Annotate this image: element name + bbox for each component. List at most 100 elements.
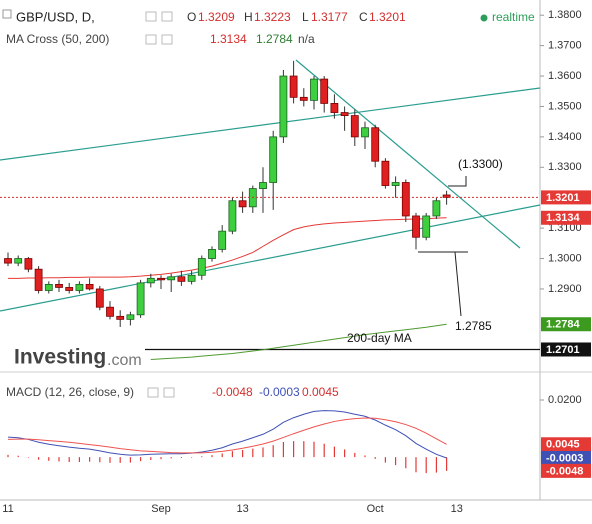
- annotation: 200-day MA: [347, 331, 412, 345]
- histogram-bar: [150, 457, 152, 460]
- candle-body: [289, 75, 298, 98]
- histogram-bar: [405, 457, 407, 469]
- candle-body: [75, 283, 84, 291]
- histogram-bar: [48, 457, 50, 461]
- histogram-bar: [282, 442, 284, 458]
- x-tick-label: 13: [451, 503, 463, 515]
- candle-body: [422, 215, 431, 238]
- candle-body: [361, 127, 369, 138]
- ohlc-value: 1.3209: [198, 10, 235, 24]
- ohlc-value: 1.3201: [369, 10, 406, 24]
- y-tick-label: 1.3300: [548, 161, 582, 173]
- histogram-bar: [89, 457, 91, 462]
- visibility-icon[interactable]: [147, 387, 159, 398]
- candle-body: [391, 182, 400, 186]
- price-tag: [541, 317, 591, 332]
- annotation: (1.3300): [458, 157, 503, 171]
- candle-body: [381, 160, 390, 186]
- candle-body: [167, 276, 176, 281]
- candle-body: [14, 258, 23, 264]
- settings-icon[interactable]: [163, 387, 175, 398]
- settings-icon[interactable]: [161, 11, 173, 22]
- histogram-bar: [242, 450, 244, 458]
- candle-body: [432, 200, 441, 217]
- candle-body: [136, 282, 145, 316]
- price-tag-label: 1.2701: [546, 344, 580, 356]
- candle-body: [238, 200, 247, 208]
- candle-body: [55, 283, 63, 288]
- candle-body: [279, 75, 288, 138]
- candle-body: [146, 277, 155, 284]
- candle-body: [442, 194, 451, 198]
- y-tick-label: 1.3600: [548, 70, 582, 82]
- histogram-bar: [221, 453, 223, 458]
- visibility-icon[interactable]: [145, 34, 157, 45]
- indicator-value: 1.3134: [210, 32, 247, 46]
- histogram-bar: [333, 446, 335, 458]
- moving-average: [8, 217, 447, 279]
- histogram-bar: [425, 457, 427, 474]
- status: realtime: [492, 10, 535, 24]
- histogram-bar: [323, 443, 325, 458]
- candle-body: [299, 96, 308, 101]
- histogram-bar: [17, 455, 19, 458]
- y-tick-label: 1.3400: [548, 131, 582, 143]
- logo: .com: [107, 352, 142, 369]
- candle-body: [320, 78, 329, 104]
- candle-body: [197, 258, 206, 276]
- histogram-bar: [27, 457, 29, 458]
- price-tag-label: -0.0048: [546, 465, 583, 477]
- trendline: [295, 59, 521, 249]
- candle-body: [24, 258, 33, 270]
- candle-body: [95, 288, 104, 308]
- histogram-bar: [7, 454, 9, 458]
- histogram-bar: [303, 441, 305, 458]
- price-tag-label: 1.3134: [546, 212, 581, 224]
- y-tick-label: 0.0200: [548, 394, 582, 406]
- histogram-bar: [201, 456, 203, 458]
- trendline: [0, 204, 541, 312]
- histogram-bar: [231, 451, 233, 458]
- histogram-bar: [435, 457, 437, 473]
- annotation: 1.2785: [455, 319, 492, 333]
- y-tick-label: 1.2900: [548, 283, 582, 295]
- histogram-bar: [446, 457, 448, 471]
- candle-body: [116, 315, 125, 320]
- ohlc-value: 1.3223: [254, 10, 291, 24]
- histogram-bar: [78, 457, 80, 462]
- symbol: GBP/USD, D,: [16, 9, 95, 24]
- indicator-title: MACD (12, 26, close, 9): [6, 385, 134, 399]
- price-tag: [541, 463, 591, 478]
- y-tick-label: 1.3800: [548, 9, 582, 21]
- histogram-bar: [415, 457, 417, 473]
- y-tick-label: 1.3100: [548, 222, 582, 234]
- candle-body: [259, 182, 267, 189]
- settings-icon[interactable]: [161, 34, 173, 45]
- indicator-title: MA Cross (50, 200): [6, 32, 109, 46]
- candle-body: [157, 277, 165, 281]
- histogram-bar: [170, 457, 172, 459]
- histogram-bar: [129, 457, 131, 463]
- ohlc-label: L: [302, 10, 309, 24]
- candle-body: [208, 249, 216, 259]
- collapse-icon[interactable]: [2, 9, 12, 19]
- candle-body: [177, 276, 186, 282]
- histogram-bar: [384, 457, 386, 463]
- histogram-bar: [38, 457, 40, 460]
- trendline: [0, 87, 541, 161]
- histogram-bar: [293, 441, 295, 458]
- histogram-bar: [140, 457, 142, 462]
- histogram-bar: [262, 447, 264, 458]
- histogram-bar: [119, 457, 121, 463]
- visibility-icon[interactable]: [145, 11, 157, 22]
- x-tick-label: 11: [2, 503, 13, 515]
- candle-body: [371, 127, 380, 162]
- price-tag-label: 1.3201: [546, 192, 580, 204]
- indicator-value: -0.0003: [259, 385, 300, 399]
- y-tick-label: 1.3500: [548, 100, 582, 112]
- candle-body: [228, 200, 237, 232]
- price-tag-label: -0.0003: [546, 452, 583, 464]
- candle-body: [126, 314, 135, 320]
- price-tag-label: 1.2784: [546, 319, 581, 331]
